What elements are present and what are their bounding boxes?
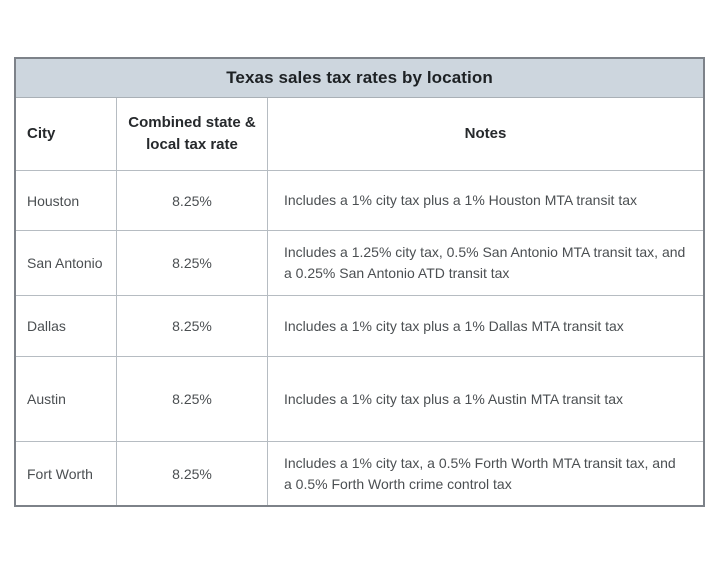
city-cell: Houston xyxy=(16,171,117,231)
column-header-city: City xyxy=(16,98,117,171)
rate-cell: 8.25% xyxy=(117,231,268,296)
city-cell: San Antonio xyxy=(16,231,117,296)
table-grid: City Combined state & local tax rate Not… xyxy=(16,98,703,505)
rate-cell: 8.25% xyxy=(117,171,268,231)
column-header-notes: Notes xyxy=(268,98,703,171)
rate-cell: 8.25% xyxy=(117,296,268,357)
notes-cell: Includes a 1% city tax, a 0.5% Forth Wor… xyxy=(268,442,703,505)
table-title: Texas sales tax rates by location xyxy=(16,59,703,98)
rate-cell: 8.25% xyxy=(117,357,268,442)
city-cell: Dallas xyxy=(16,296,117,357)
notes-cell: Includes a 1% city tax plus a 1% Houston… xyxy=(268,171,703,231)
rate-cell: 8.25% xyxy=(117,442,268,505)
column-header-rate: Combined state & local tax rate xyxy=(117,98,268,171)
city-cell: Fort Worth xyxy=(16,442,117,505)
notes-cell: Includes a 1% city tax plus a 1% Austin … xyxy=(268,357,703,442)
notes-cell: Includes a 1% city tax plus a 1% Dallas … xyxy=(268,296,703,357)
city-cell: Austin xyxy=(16,357,117,442)
notes-cell: Includes a 1.25% city tax, 0.5% San Anto… xyxy=(268,231,703,296)
tax-rates-table: Texas sales tax rates by location City C… xyxy=(14,57,705,507)
